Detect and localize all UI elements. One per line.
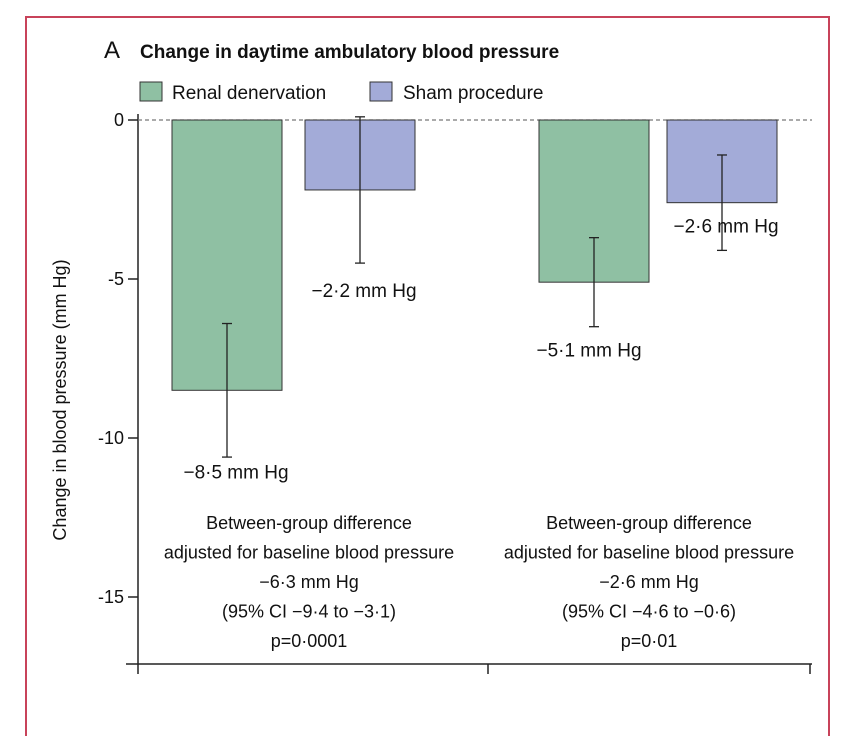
group-note-line: p=0·01 [621, 631, 678, 651]
y-tick-label: -10 [98, 428, 124, 448]
bar-chart: A Change in daytime ambulatory blood pre… [50, 37, 812, 674]
y-tick-label: -5 [108, 269, 124, 289]
legend-swatch-sham [369, 81, 393, 102]
bars: −8·5 mm Hg −2·2 mm Hg −5·1 mm Hg −2·6 mm Hg [171, 116, 779, 483]
group-note-line: p=0·0001 [271, 631, 348, 651]
data-label: −2·6 mm Hg [673, 217, 778, 238]
group-note-line: (95% CI −4·6 to −0·6) [562, 602, 736, 622]
group-note-line: adjusted for baseline blood pressure [164, 543, 454, 563]
data-label: −2·2 mm Hg [311, 281, 416, 302]
group-note-line: Between-group difference [206, 513, 412, 533]
panel-letter: A [104, 37, 120, 64]
legend-label-sham: Sham procedure [403, 83, 543, 104]
legend: Renal denervation Sham procedure [139, 81, 543, 104]
group-note-line: Between-group difference [546, 513, 752, 533]
y-tick-label: 0 [114, 110, 124, 130]
legend-swatch-renal [139, 81, 163, 102]
group-note-line: −2·6 mm Hg [599, 572, 699, 592]
chart-title: Change in daytime ambulatory blood press… [140, 42, 559, 63]
group-note-line: adjusted for baseline blood pressure [504, 543, 794, 563]
legend-label-renal: Renal denervation [172, 83, 326, 104]
group-note-line: −6·3 mm Hg [259, 572, 359, 592]
data-label: −8·5 mm Hg [183, 462, 288, 483]
group-note-line: (95% CI −9·4 to −3·1) [222, 602, 396, 622]
figure-frame [25, 16, 830, 736]
y-tick-label: -15 [98, 587, 124, 607]
data-label: −5·1 mm Hg [536, 341, 641, 362]
y-axis-label: Change in blood pressure (mm Hg) [50, 259, 70, 540]
group-notes: Between-group difference adjusted for bas… [164, 513, 794, 651]
